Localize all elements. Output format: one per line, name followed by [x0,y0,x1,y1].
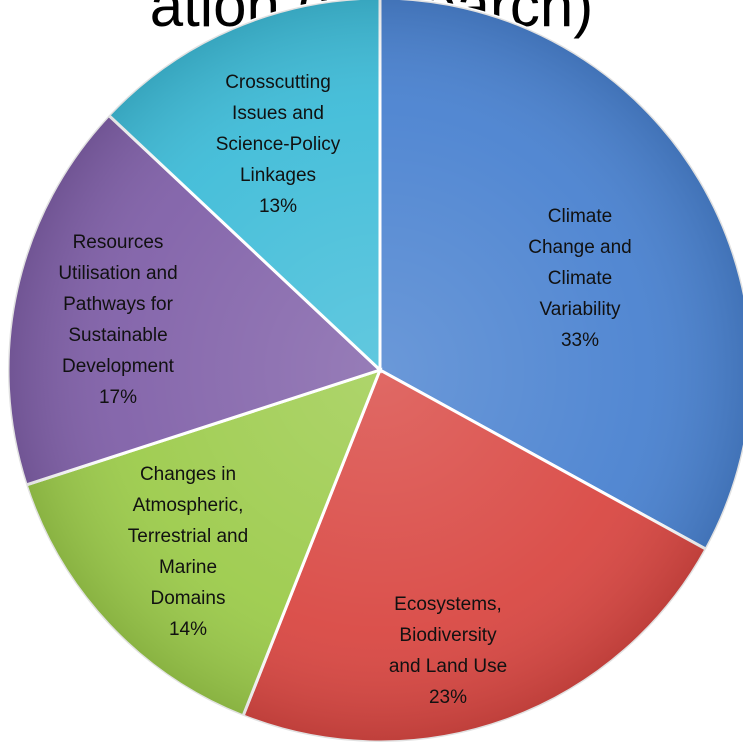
slice-label-line: Atmospheric, [133,495,244,516]
slice-percent-label: 33% [561,330,599,351]
slice-label-line: Changes in [140,464,236,485]
slice-label-line: Climate [548,268,612,289]
slice-percent-label: 17% [99,387,137,408]
slice-label-line: Climate [548,206,612,227]
slice-percent-label: 23% [429,687,467,708]
slice-label-line: Ecosystems, [394,594,502,615]
slice-label-line: Biodiversity [399,625,497,646]
slice-label-line: and Land Use [389,656,507,677]
slice-label-line: Utilisation and [58,263,177,284]
slice-label-line: Variability [540,299,621,320]
slice-label-line: Sustainable [68,325,167,346]
slice-label-line: Issues and [232,103,324,124]
slice-label-1: Ecosystems, Biodiversity and Land Use 23% [389,594,507,708]
slice-label-line: Crosscutting [225,72,331,93]
slice-label-line: Terrestrial and [128,526,248,547]
slice-label-4: Crosscutting Issues and Science-Policy Link… [216,72,341,217]
slice-label-line: Marine [159,557,217,578]
slice-label-line: Linkages [240,165,316,186]
slice-label-2: Changes in Atmospheric, Terrestrial and Mar… [128,464,248,640]
slice-percent-label: 13% [259,196,297,217]
slice-label-line: Resources [73,232,164,253]
slice-label-0: Climate Change and Climate Variability 33% [528,206,632,351]
slice-label-3: Resources Utilisation and Pathways for Sust… [58,232,177,408]
slice-label-line: Science-Policy [216,134,341,155]
slice-label-line: Development [62,356,175,377]
slice-label-line: Change and [528,237,632,258]
slice-percent-label: 14% [169,619,207,640]
slice-label-line: Domains [151,588,226,609]
slice-label-line: Pathways for [63,294,173,315]
